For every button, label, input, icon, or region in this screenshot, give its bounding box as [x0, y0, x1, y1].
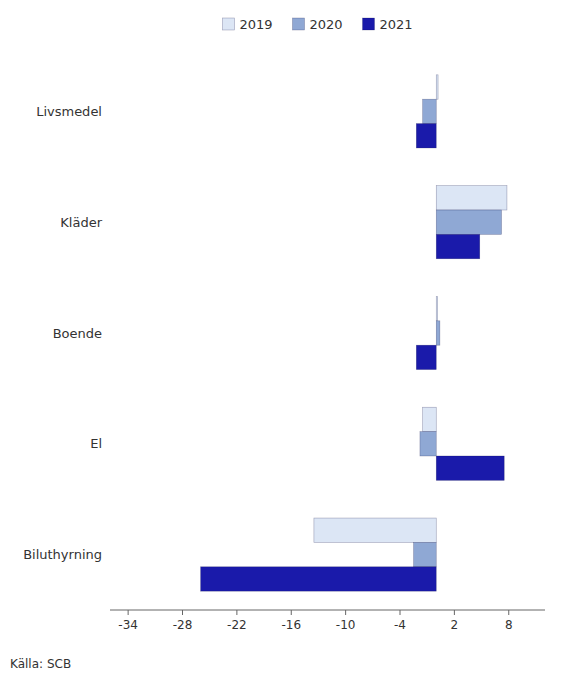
- bars: [201, 75, 507, 591]
- x-tick: [128, 610, 129, 615]
- x-tick: [236, 610, 237, 615]
- x-tick: [182, 610, 183, 615]
- bar: [414, 542, 437, 566]
- bar: [423, 99, 437, 123]
- source-note: Källa: SCB: [10, 657, 71, 671]
- x-tick: [291, 610, 292, 615]
- bar: [436, 296, 437, 320]
- x-tick-label: -10: [336, 618, 356, 632]
- bar: [436, 234, 480, 258]
- x-tick-label: -22: [227, 618, 247, 632]
- category-label: El: [90, 436, 102, 451]
- x-tick-label: 8: [505, 618, 513, 632]
- bar: [436, 456, 504, 480]
- x-tick-label: -16: [281, 618, 301, 632]
- x-tick: [400, 610, 401, 615]
- x-tick-label: -4: [394, 618, 406, 632]
- category-label: Kläder: [60, 215, 102, 230]
- bar: [436, 75, 438, 99]
- bar: [416, 124, 436, 148]
- x-tick-label: -34: [118, 618, 138, 632]
- bar: [436, 321, 440, 345]
- chart: -34 -28 -22 -16 -10 -4 2 8 Livsmedel Kläder Boende…: [0, 0, 569, 680]
- bar: [201, 567, 437, 591]
- bar: [314, 518, 436, 542]
- x-tick-label: -28: [173, 618, 193, 632]
- x-tick: [508, 610, 509, 615]
- legend-swatch: [363, 18, 375, 30]
- bar: [436, 186, 507, 210]
- bar: [436, 210, 501, 234]
- legend-label: 2021: [380, 17, 413, 32]
- category-label: Livsmedel: [36, 104, 102, 119]
- category-label: Biluthyrning: [23, 547, 102, 562]
- legend-label: 2020: [310, 17, 343, 32]
- legend-swatch: [293, 18, 305, 30]
- bar: [420, 432, 436, 456]
- x-tick-label: 2: [451, 618, 459, 632]
- x-tick: [345, 610, 346, 615]
- category-label: Boende: [53, 326, 102, 341]
- bar: [416, 345, 436, 369]
- bar: [423, 407, 437, 431]
- x-tick: [454, 610, 455, 615]
- legend-label: 2019: [240, 17, 273, 32]
- legend-swatch: [223, 18, 235, 30]
- x-axis-line: [110, 610, 545, 611]
- legend: 2019 2020 2021: [223, 17, 413, 32]
